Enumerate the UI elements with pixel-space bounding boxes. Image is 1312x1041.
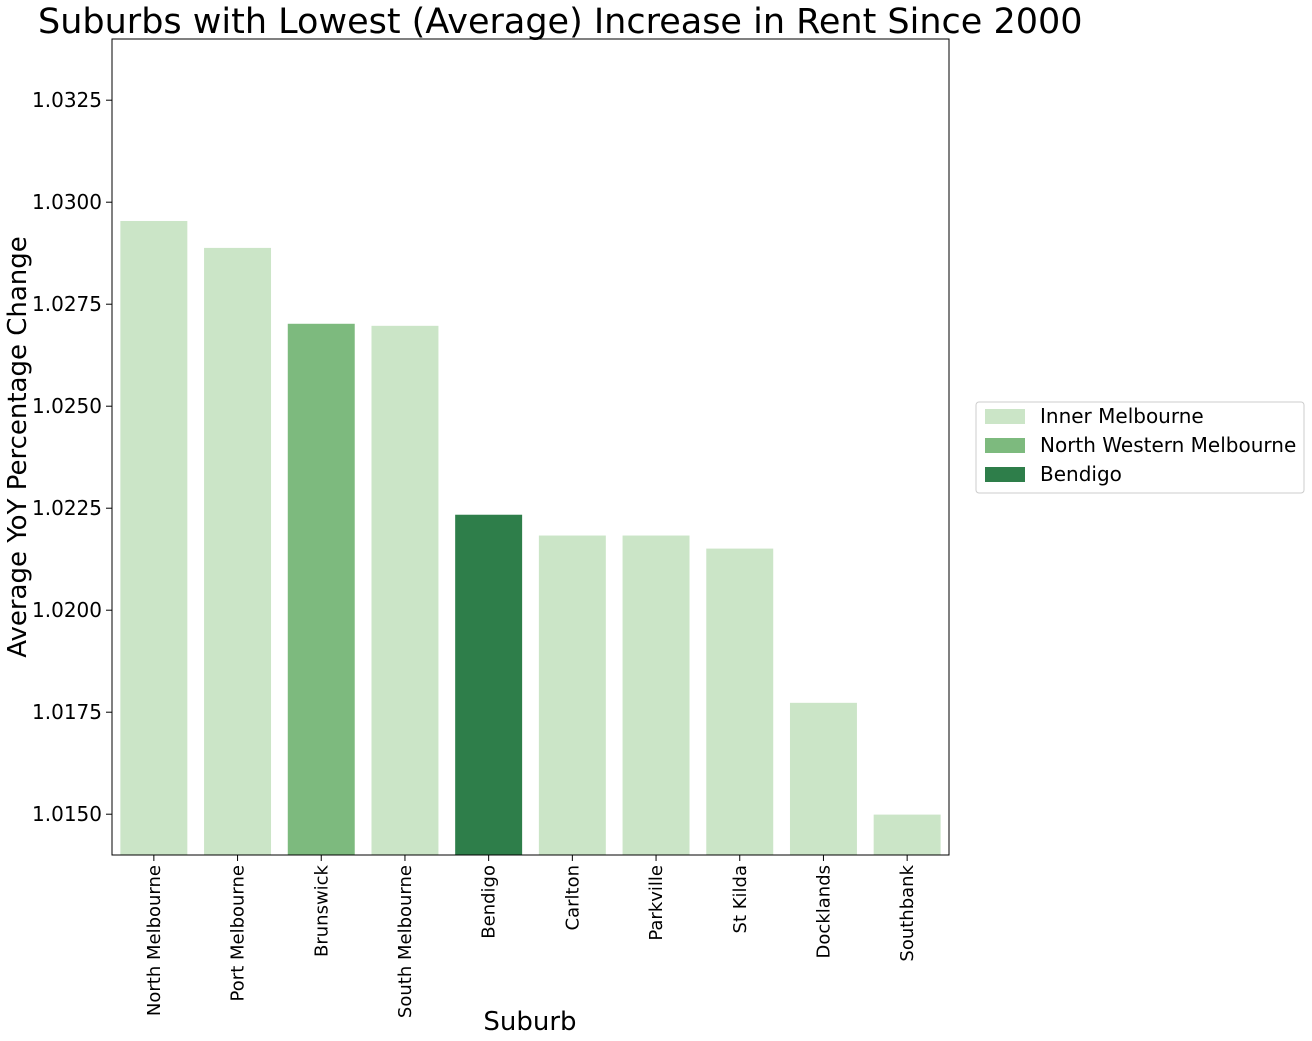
x-tick-label: North Melbourne (144, 865, 165, 1016)
chart-title: Suburbs with Lowest (Average) Increase i… (38, 2, 1083, 42)
legend: Inner Melbourne North Western Melbourne Be… (975, 401, 1305, 494)
bar-southbank (873, 814, 941, 855)
x-axis-label: Suburb (483, 1007, 576, 1037)
legend-label-inner-melbourne: Inner Melbourne (1040, 404, 1204, 428)
x-tick-label: Parkville (646, 865, 667, 941)
bar-parkville (622, 535, 690, 855)
y-tick-label: 1.0250 (32, 394, 102, 418)
y-tick-label: 1.0175 (32, 700, 102, 724)
legend-swatch-bendigo (985, 467, 1025, 482)
y-tick-label: 1.0300 (32, 190, 102, 214)
x-tick-label: Carlton (562, 865, 583, 930)
x-axis-ticks: North Melbourne Port Melbourne Brunswick So… (144, 855, 918, 1018)
legend-swatch-north-western-melbourne (985, 438, 1025, 453)
x-tick-label: St Kilda (730, 865, 751, 933)
x-tick-label: Brunswick (311, 864, 332, 957)
y-tick-label: 1.0325 (32, 88, 102, 112)
bar-bendigo (455, 514, 523, 855)
x-tick-label: Southbank (897, 864, 918, 961)
bar-north-melbourne (120, 220, 188, 856)
x-tick-label: South Melbourne (395, 865, 416, 1018)
plot-frame (111, 38, 950, 856)
bar-docklands (789, 702, 857, 855)
y-tick-label: 1.0150 (32, 802, 102, 826)
bar-south-melbourne (371, 325, 439, 855)
legend-label-north-western-melbourne: North Western Melbourne (1040, 433, 1296, 457)
bar-port-melbourne (204, 247, 272, 855)
y-axis-ticks: 1.0150 1.0175 1.0200 1.0225 1.0250 1.0275 1.03… (32, 88, 112, 826)
bar-carlton (538, 535, 606, 855)
legend-label-bendigo: Bendigo (1040, 462, 1122, 486)
y-tick-label: 1.0225 (32, 496, 102, 520)
bars-group (120, 220, 941, 856)
x-tick-label: Port Melbourne (228, 865, 249, 1001)
legend-swatch-inner-melbourne (985, 409, 1025, 424)
x-tick-label: Bendigo (479, 865, 500, 939)
y-tick-label: 1.0200 (32, 598, 102, 622)
legend-frame (975, 401, 1305, 494)
x-tick-label: Docklands (813, 865, 834, 958)
y-axis-label: Average YoY Percentage Change (3, 236, 33, 658)
bar-st-kilda (706, 548, 774, 855)
bar-brunswick (287, 323, 355, 855)
y-tick-label: 1.0275 (32, 292, 102, 316)
